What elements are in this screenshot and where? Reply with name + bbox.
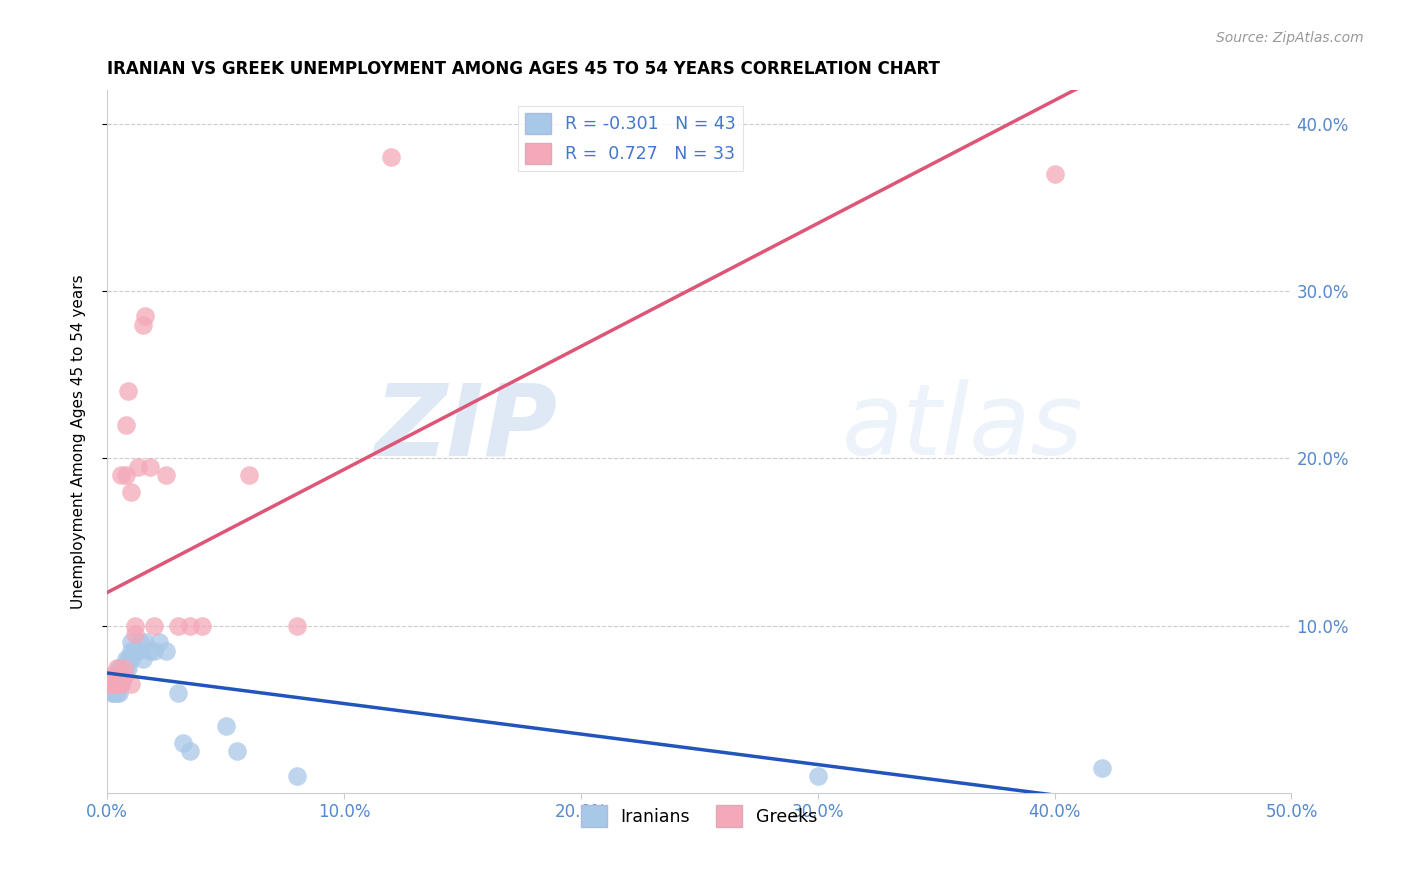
Point [285,769,308,783]
Point [124,618,146,632]
Point [129,635,152,649]
Point [117,660,139,674]
Point [1091,761,1114,775]
Point [285,618,308,632]
Point [108,669,131,683]
Point [238,468,260,483]
Point [226,744,249,758]
Point [115,660,138,674]
Point [98,677,121,691]
Point [134,635,156,649]
Point [214,719,236,733]
Point [110,669,132,683]
Point [115,468,138,483]
Point [148,635,170,649]
Point [115,652,138,666]
Point [101,685,124,699]
Point [127,459,149,474]
Text: ZIP: ZIP [374,379,557,476]
Point [179,744,201,758]
Point [155,468,177,483]
Point [124,644,146,658]
Point [172,736,194,750]
Point [122,644,145,658]
Point [103,669,125,683]
Point [131,652,153,666]
Point [380,150,402,164]
Point [117,384,139,399]
Point [179,618,201,632]
Point [112,660,135,674]
Point [134,309,156,323]
Point [124,627,146,641]
Point [108,660,131,674]
Point [115,417,138,432]
Point [103,677,125,691]
Point [101,677,124,691]
Point [105,660,128,674]
Point [143,644,166,658]
Point [108,677,131,691]
Point [120,635,142,649]
Point [110,677,132,691]
Point [112,669,135,683]
Point [120,677,142,691]
Point [1043,167,1066,181]
Point [127,644,149,658]
Y-axis label: Unemployment Among Ages 45 to 54 years: Unemployment Among Ages 45 to 54 years [72,275,86,609]
Point [108,669,131,683]
Point [105,669,128,683]
Point [138,644,160,658]
Point [103,685,125,699]
Point [807,769,830,783]
Point [105,677,128,691]
Point [167,685,190,699]
Point [120,652,142,666]
Point [117,652,139,666]
Text: IRANIAN VS GREEK UNEMPLOYMENT AMONG AGES 45 TO 54 YEARS CORRELATION CHART: IRANIAN VS GREEK UNEMPLOYMENT AMONG AGES… [107,60,941,78]
Point [105,685,128,699]
Point [105,677,128,691]
Point [120,484,142,499]
Text: atlas: atlas [841,379,1083,476]
Point [98,669,121,683]
Point [131,318,153,332]
Point [191,618,214,632]
Point [98,677,121,691]
Point [101,677,124,691]
Point [120,644,142,658]
Point [103,677,125,691]
Text: Source: ZipAtlas.com: Source: ZipAtlas.com [1216,31,1364,45]
Point [103,669,125,683]
Point [112,669,135,683]
Point [110,660,132,674]
Legend: Iranians, Greeks: Iranians, Greeks [574,798,825,833]
Point [108,677,131,691]
Point [108,685,131,699]
Point [155,644,177,658]
Point [143,618,166,632]
Point [138,459,160,474]
Point [167,618,190,632]
Point [110,677,132,691]
Point [112,660,135,674]
Point [110,468,132,483]
